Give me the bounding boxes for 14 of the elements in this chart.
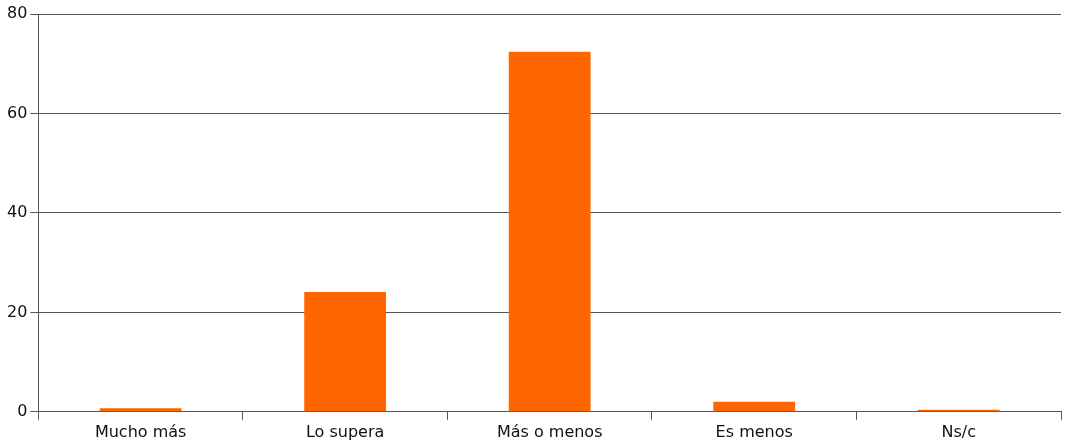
bar: [99, 408, 182, 412]
bar: [508, 51, 591, 412]
x-tick-label: Mucho más: [94, 421, 187, 441]
x-tick-label: Ns/c: [941, 421, 976, 441]
x-tick-label: Es menos: [715, 421, 793, 441]
y-tick-label: 80: [7, 3, 28, 23]
y-tick-label: 20: [7, 301, 28, 321]
y-tick-label: 0: [17, 400, 28, 420]
x-tick-label: Más o menos: [496, 421, 603, 441]
bar: [713, 401, 796, 412]
bar: [304, 291, 387, 412]
x-tick-label: Lo supera: [305, 421, 385, 441]
y-tick-label: 60: [7, 102, 28, 122]
y-tick-label: 40: [7, 202, 28, 222]
